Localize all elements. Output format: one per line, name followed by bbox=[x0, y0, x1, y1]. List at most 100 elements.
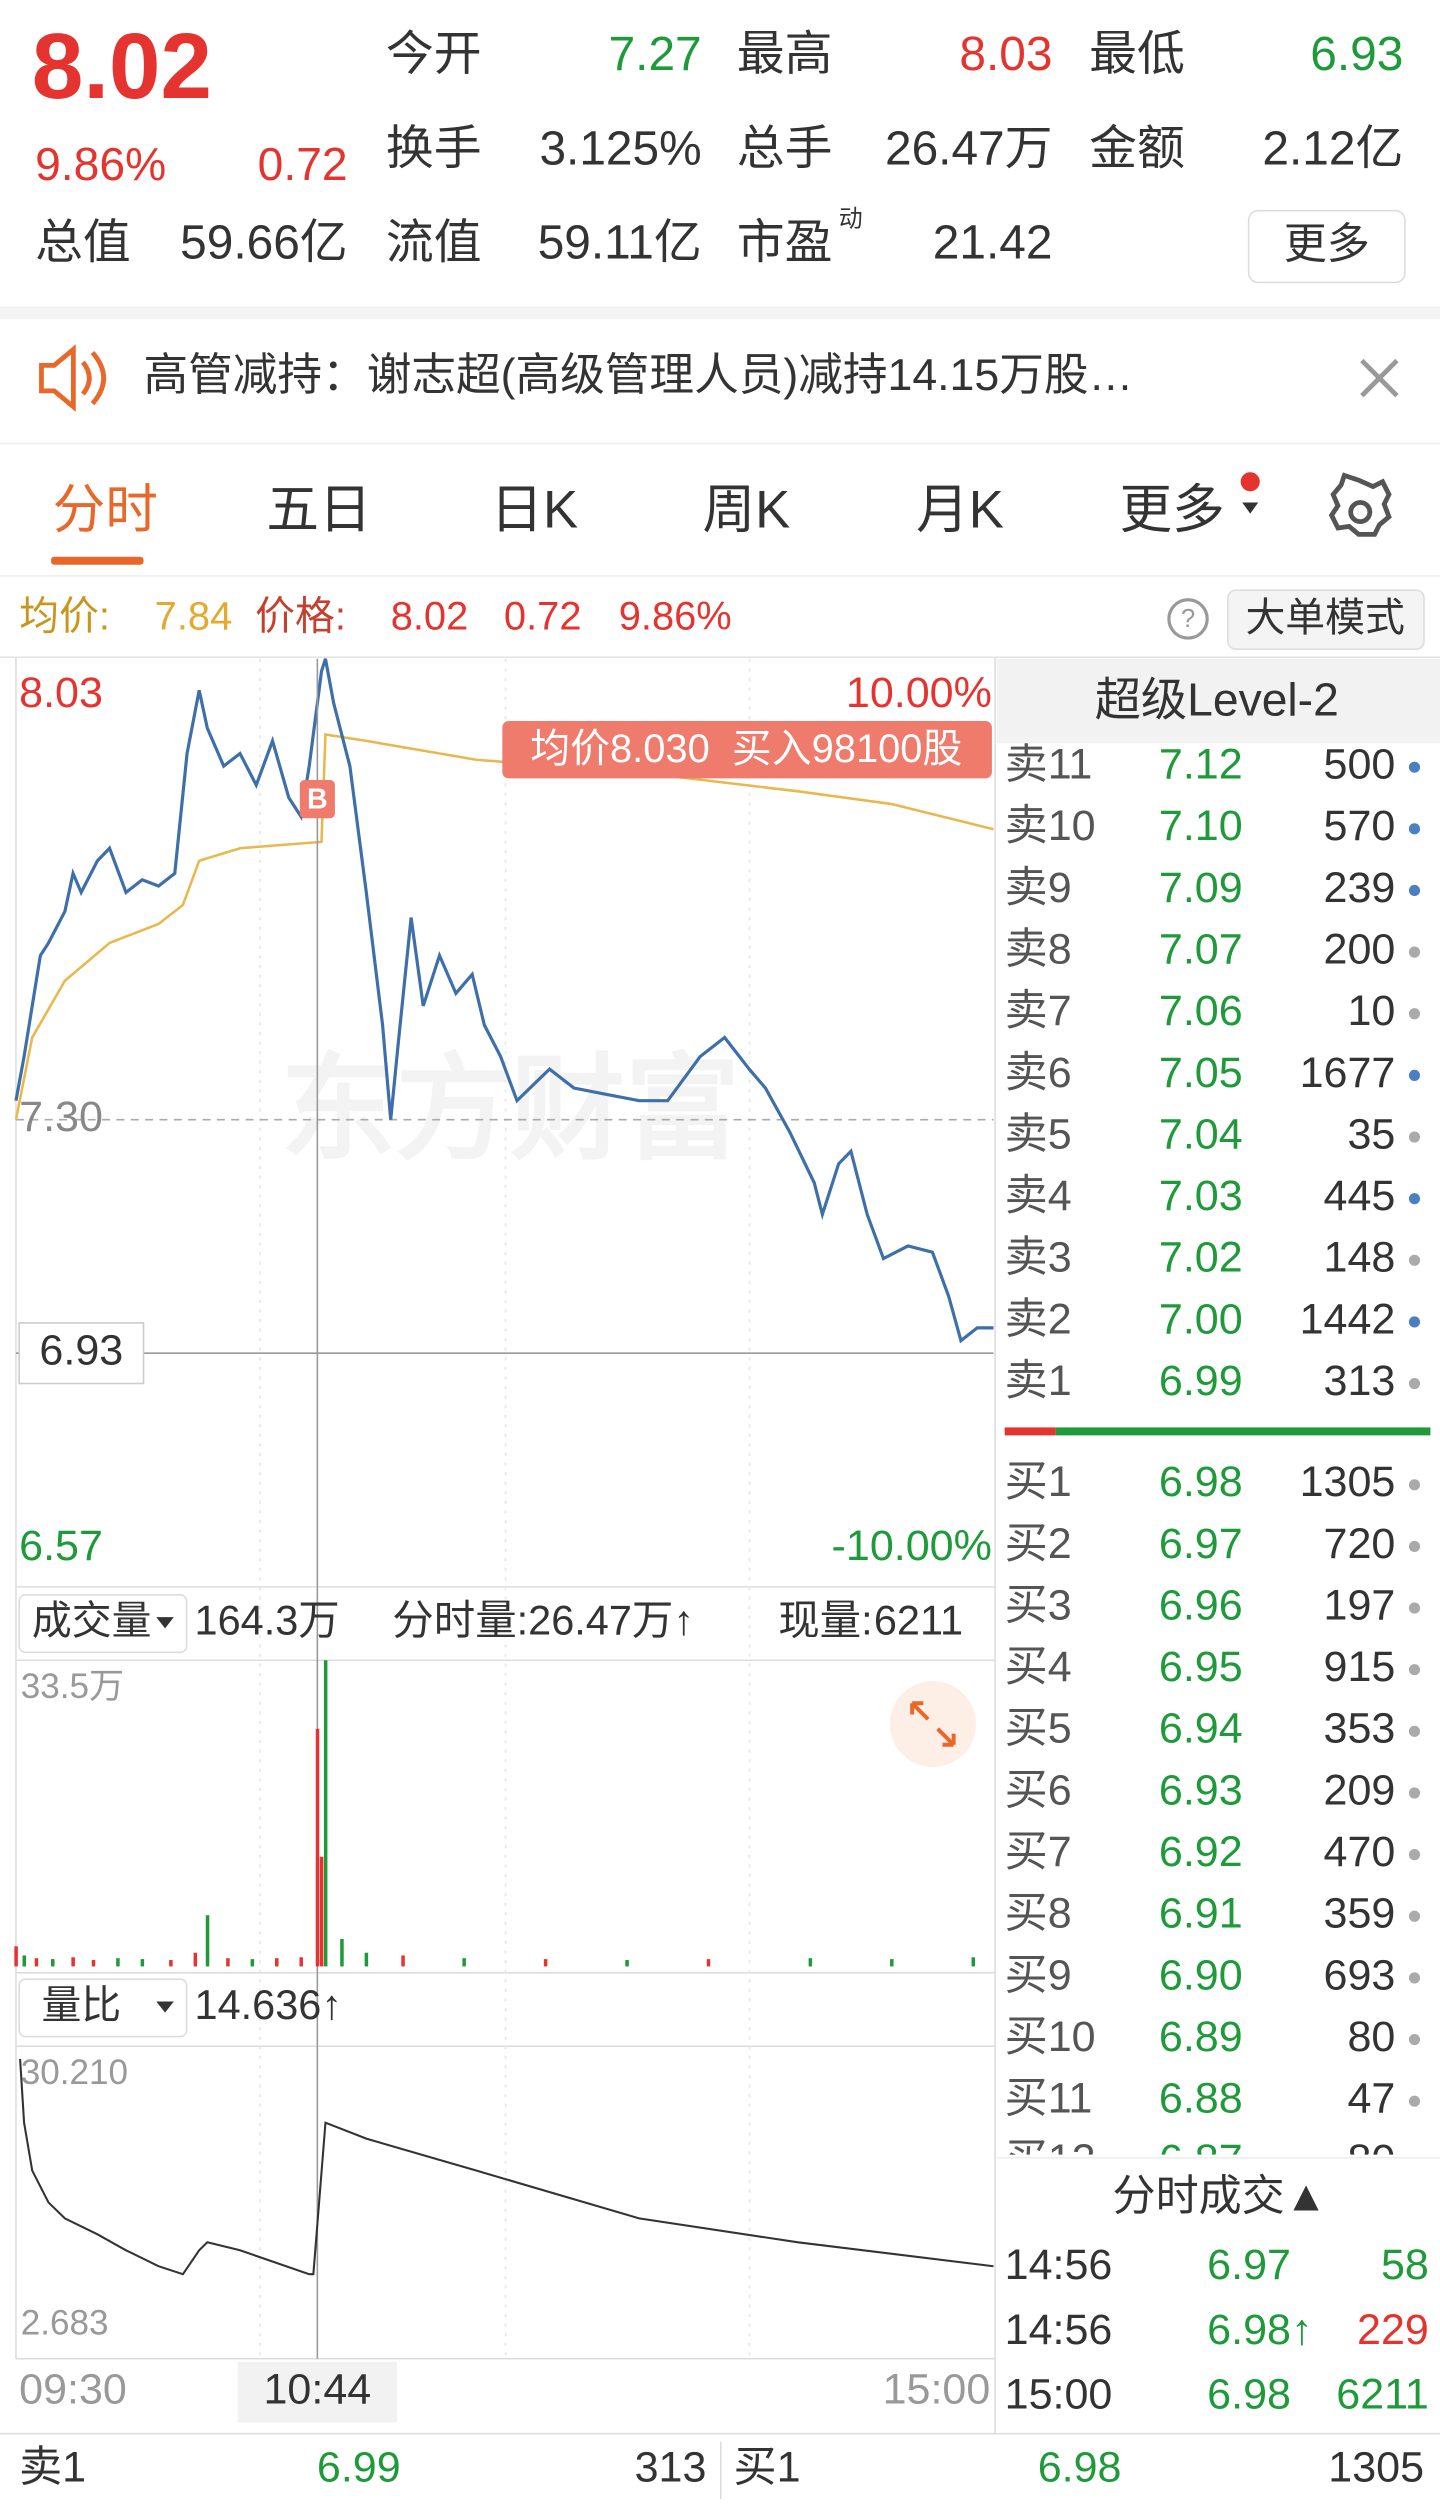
book-dot bbox=[1408, 1849, 1421, 1861]
book-label: 买6 bbox=[1005, 1766, 1072, 1814]
book-dot bbox=[1408, 1131, 1421, 1143]
book-dot bbox=[1408, 761, 1421, 773]
help-icon[interactable] bbox=[1167, 598, 1209, 640]
mode-button[interactable] bbox=[1227, 589, 1425, 651]
volume-bar bbox=[91, 1960, 96, 1967]
price: 8.02 bbox=[391, 594, 469, 638]
stat-label: 市盈 bbox=[737, 216, 833, 269]
expand-icon[interactable] bbox=[910, 1701, 956, 1747]
book-price: 6.94 bbox=[1159, 1705, 1243, 1753]
more-button-label[interactable]: 更多 bbox=[1284, 221, 1370, 269]
book-volume: 1305 bbox=[1300, 1458, 1396, 1506]
ratio-selector-label[interactable]: 量比 bbox=[41, 1983, 121, 2027]
x-tick-highlight bbox=[237, 2361, 398, 2423]
trades-title[interactable]: 分时成交▲ bbox=[1113, 2173, 1328, 2221]
y-tick-label: 6.57 bbox=[19, 1522, 103, 1570]
book-label: 卖6 bbox=[1005, 1049, 1072, 1097]
avg-price: 7.84 bbox=[155, 594, 233, 638]
book-volume: 80 bbox=[1347, 2013, 1395, 2061]
book-dot bbox=[1408, 1910, 1421, 1922]
book-price: 6.88 bbox=[1159, 2075, 1243, 2123]
book-dot bbox=[1408, 1725, 1421, 1737]
book-volume: 359 bbox=[1324, 1890, 1396, 1938]
stat-label: 最高 bbox=[737, 28, 833, 81]
stat-value: 59.11亿 bbox=[538, 216, 702, 269]
book-volume: 313 bbox=[1324, 1357, 1396, 1405]
volume-bar bbox=[462, 1958, 466, 1967]
book-dot bbox=[1408, 1787, 1421, 1799]
book-dot bbox=[1408, 1316, 1421, 1328]
trade-volume: 229 bbox=[1357, 2306, 1429, 2354]
book-price: 6.92 bbox=[1159, 1828, 1243, 1876]
bid-label: 买1 bbox=[734, 2444, 801, 2492]
book-price: 7.00 bbox=[1159, 1295, 1243, 1343]
book-dot bbox=[1408, 1008, 1421, 1020]
tab[interactable]: 日K bbox=[490, 481, 578, 540]
volume-selector-label[interactable]: 成交量 bbox=[32, 1599, 152, 1643]
dropdown-arrow bbox=[156, 2001, 174, 2013]
book-price: 7.12 bbox=[1159, 741, 1243, 789]
book-volume: 200 bbox=[1324, 925, 1396, 973]
book-volume: 915 bbox=[1324, 1643, 1396, 1691]
x-tick-label: 10:44 bbox=[263, 2366, 371, 2414]
settings-icon[interactable] bbox=[1328, 472, 1392, 537]
book-price: 6.95 bbox=[1159, 1643, 1243, 1691]
stat-value: 7.27 bbox=[609, 28, 702, 81]
tab-underline bbox=[51, 556, 144, 565]
book-dot bbox=[1408, 823, 1421, 835]
ratio-value: 14.636↑ bbox=[195, 1981, 343, 2028]
book-price: 7.09 bbox=[1159, 864, 1243, 912]
book-label: 卖8 bbox=[1005, 925, 1072, 973]
price-line bbox=[14, 658, 994, 1344]
book-volume: 1442 bbox=[1300, 1295, 1396, 1343]
book-price: 6.97 bbox=[1159, 1520, 1243, 1568]
expand-button[interactable] bbox=[889, 1680, 976, 1768]
book-label: 买10 bbox=[1005, 2013, 1096, 2061]
close-icon[interactable] bbox=[1360, 358, 1399, 398]
volume-bar bbox=[34, 1958, 39, 1967]
change-pct: 9.86% bbox=[619, 594, 732, 638]
mode-button-label[interactable]: 大单模式 bbox=[1245, 596, 1404, 640]
last-price: 8.02 bbox=[32, 14, 212, 118]
tab[interactable]: 更多 bbox=[1119, 481, 1224, 540]
level2-header bbox=[996, 658, 1440, 744]
x-tick-label: 15:00 bbox=[883, 2366, 991, 2414]
book-label: 买3 bbox=[1005, 1581, 1072, 1629]
book-price: 7.03 bbox=[1159, 1172, 1243, 1220]
book-volume: 209 bbox=[1324, 1766, 1396, 1814]
book-dot bbox=[1408, 884, 1421, 897]
trade-time: 14:56 bbox=[1005, 2306, 1113, 2354]
tab[interactable]: 周K bbox=[702, 481, 790, 540]
volume-bar bbox=[323, 1660, 328, 1967]
volume-selector[interactable] bbox=[18, 1594, 188, 1654]
book-label: 买5 bbox=[1005, 1705, 1072, 1753]
current-price-label: 6.93 bbox=[39, 1327, 123, 1375]
book-label: 卖11 bbox=[1005, 741, 1093, 789]
ratio-selector[interactable] bbox=[18, 1978, 188, 2038]
volume-bar bbox=[543, 1959, 548, 1967]
pct-tick-label: -10.00% bbox=[832, 1522, 992, 1570]
volume-bar bbox=[401, 1955, 405, 1967]
book-label: 买7 bbox=[1005, 1828, 1072, 1876]
book-volume: 35 bbox=[1347, 1110, 1395, 1158]
trade-volume: 6211 bbox=[1336, 2370, 1429, 2418]
book-volume: 445 bbox=[1324, 1172, 1396, 1220]
ask-price: 6.99 bbox=[317, 2444, 401, 2492]
tab[interactable]: 月K bbox=[916, 481, 1004, 540]
book-price: 6.99 bbox=[1159, 1357, 1243, 1405]
book-label: 卖4 bbox=[1005, 1172, 1072, 1220]
more-button[interactable] bbox=[1247, 209, 1406, 284]
book-dot bbox=[1408, 1193, 1421, 1205]
stat-value: 26.47万 bbox=[885, 122, 1053, 175]
book-dot bbox=[1408, 1254, 1421, 1266]
volume-bar bbox=[890, 1959, 894, 1967]
tab[interactable]: 分时 bbox=[53, 481, 158, 540]
notice-text[interactable]: 高管减持：谢志超(高级管理人员)减持14.15万股… bbox=[144, 351, 1134, 400]
tab[interactable]: 五日 bbox=[266, 481, 371, 540]
ratio-bar-red bbox=[1004, 1427, 1056, 1436]
y-tick-label: 30.210 bbox=[21, 2053, 128, 2092]
volume-bar bbox=[250, 1959, 255, 1967]
volume-bar bbox=[275, 1958, 279, 1967]
help-icon-glyph[interactable]: ? bbox=[1181, 605, 1195, 633]
